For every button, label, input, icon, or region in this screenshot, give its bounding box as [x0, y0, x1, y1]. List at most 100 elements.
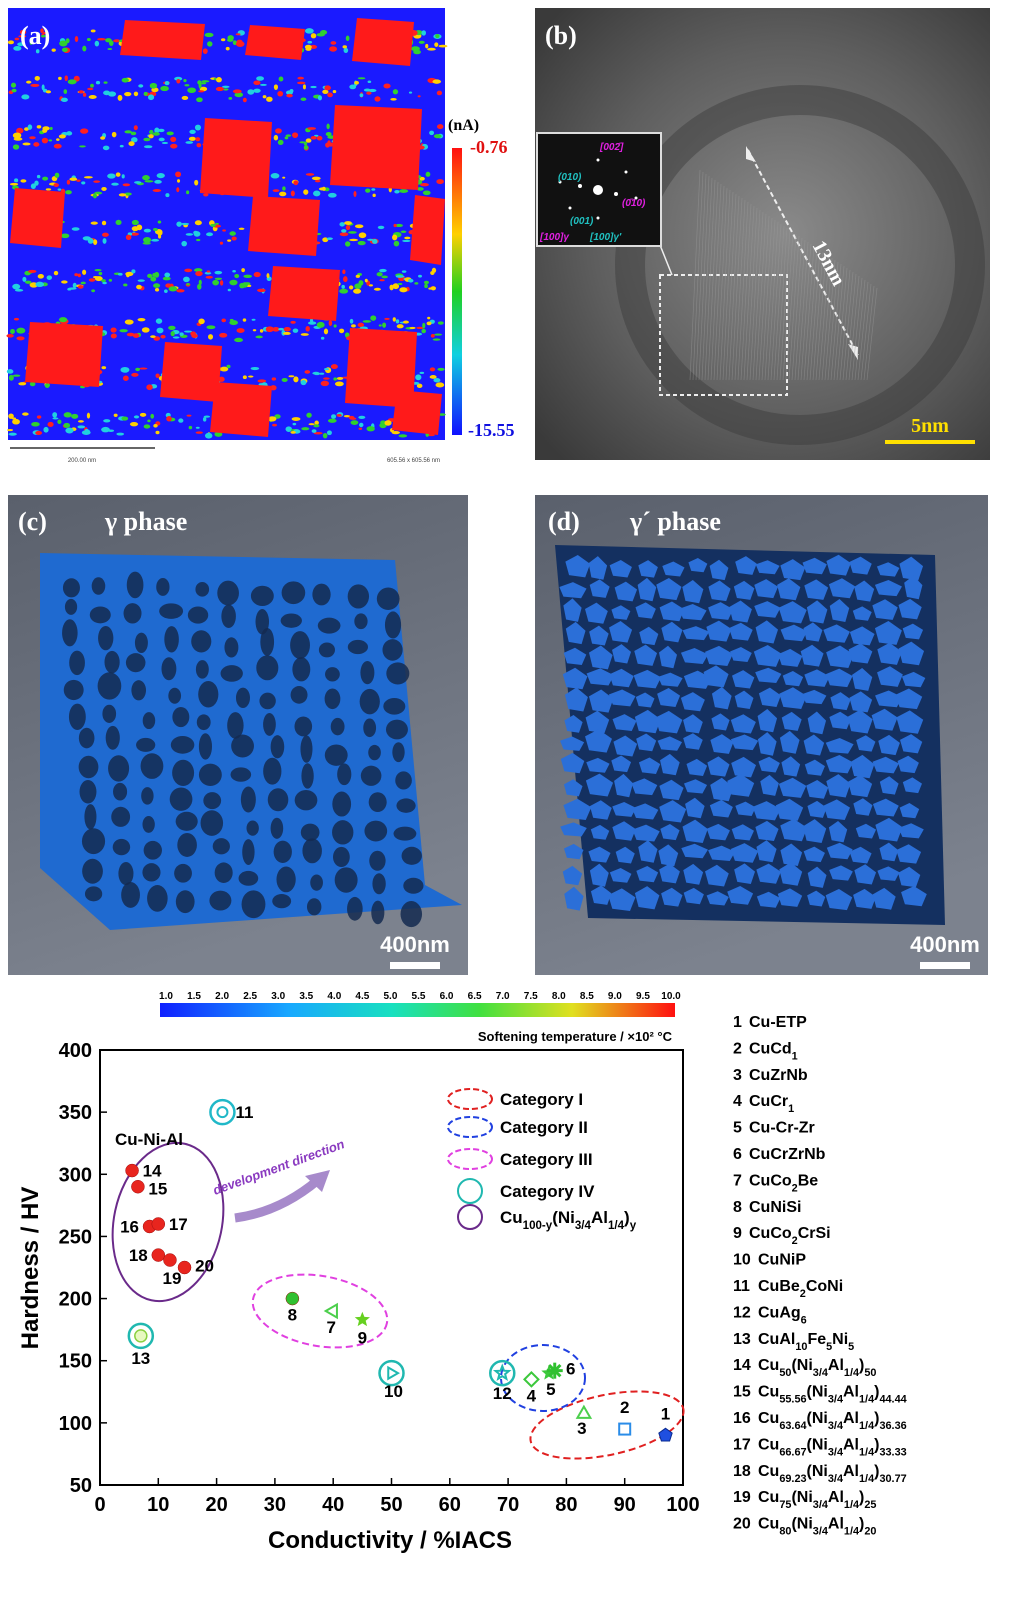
precipitate — [900, 734, 923, 754]
speckle — [392, 234, 398, 241]
text-part: 3/4 — [828, 1446, 843, 1458]
text-part: 3/4 — [828, 1394, 843, 1406]
speckle — [64, 75, 68, 82]
text-part: 36.36 — [879, 1420, 906, 1432]
direction-arrow-head — [305, 1170, 330, 1192]
speckle — [311, 176, 321, 181]
speckle — [304, 28, 314, 34]
speckle — [18, 35, 27, 38]
text-part: (Ni — [807, 1436, 828, 1453]
speckle — [333, 324, 337, 328]
speckle — [235, 33, 241, 36]
marker-shape — [131, 1179, 145, 1194]
speckle — [365, 188, 371, 193]
speckle — [129, 422, 139, 427]
pore — [354, 613, 368, 630]
precipitate — [806, 600, 828, 624]
speckle — [332, 89, 337, 94]
speckle — [134, 181, 142, 184]
colorbar-label: 4.5 — [355, 991, 369, 1002]
pore — [175, 811, 198, 831]
marker-shape — [658, 1427, 673, 1442]
marker — [163, 1253, 177, 1267]
speckle — [19, 29, 27, 35]
precipitate — [778, 601, 807, 624]
speckle — [219, 280, 224, 286]
precipitate — [730, 734, 759, 751]
point-label: 14 — [143, 1162, 162, 1181]
text-part: 2 — [792, 1182, 798, 1194]
speckle — [229, 320, 238, 326]
colorbar-min: -15.55 — [468, 420, 515, 440]
lattice-fringe — [836, 267, 848, 381]
text-part: 5 — [826, 1341, 832, 1353]
precipitate — [779, 687, 807, 709]
speckle — [236, 328, 245, 334]
colorbar-label: 1.5 — [187, 991, 201, 1002]
precipitate — [803, 622, 823, 642]
speckle — [26, 80, 32, 84]
label-text: Category I — [500, 1090, 583, 1109]
speckle — [327, 92, 333, 98]
pore — [118, 861, 134, 886]
speckle — [357, 240, 366, 246]
precipitate — [734, 863, 756, 884]
speckle — [277, 90, 284, 97]
speckle — [215, 86, 224, 92]
panel-label: (a) — [20, 21, 50, 50]
speckle — [164, 80, 170, 86]
precipitate — [823, 799, 851, 821]
speckle — [138, 84, 144, 88]
speckle — [67, 79, 77, 85]
label-text: Cu55.56(Ni3/4Al1/4)44.44 — [758, 1384, 907, 1406]
marker-shape — [151, 1217, 166, 1231]
speckle — [176, 289, 185, 293]
speckle — [242, 282, 248, 288]
speckle — [20, 179, 27, 183]
speckle — [320, 336, 325, 340]
lattice-fringe — [734, 199, 746, 381]
precipitate — [634, 709, 661, 734]
speckle — [414, 282, 419, 285]
speckle — [53, 270, 59, 276]
precipitate — [636, 865, 659, 883]
speckle — [305, 173, 315, 176]
precipitate — [901, 886, 927, 907]
point-label: 12 — [493, 1384, 512, 1403]
speckle — [225, 46, 230, 51]
text-part: (Ni — [807, 1384, 828, 1401]
pore — [230, 767, 252, 782]
speckle — [206, 325, 216, 330]
speckle — [415, 374, 422, 381]
precipitate — [901, 671, 926, 688]
precipitate — [682, 819, 708, 844]
speckle — [277, 139, 284, 145]
speckle — [181, 240, 188, 247]
particle-rim — [615, 85, 985, 445]
speckle — [358, 232, 367, 239]
speckle — [67, 288, 72, 291]
precipitate — [854, 864, 877, 885]
text-part: 66.67 — [779, 1446, 806, 1458]
pore — [102, 704, 117, 723]
speckle — [433, 378, 441, 383]
precipitate — [682, 626, 710, 641]
speckle — [323, 328, 329, 335]
lattice-fringe — [731, 197, 743, 381]
speckle — [199, 86, 208, 92]
precipitate — [634, 886, 660, 910]
precipitate — [825, 738, 854, 754]
precipitate — [896, 844, 922, 864]
precipitate — [853, 798, 873, 816]
speckle — [151, 87, 159, 93]
speckle — [319, 372, 325, 375]
lattice-fringe — [845, 273, 857, 381]
size-text: 605.56 x 605.56 nm — [387, 458, 440, 464]
text-part: CuCo — [749, 1172, 792, 1189]
precipitate — [615, 846, 635, 864]
speckle — [278, 327, 284, 331]
text-part: CuNiP — [758, 1252, 806, 1269]
text-part: Cu — [758, 1357, 779, 1374]
pore — [318, 642, 335, 658]
precipitate — [756, 863, 781, 884]
